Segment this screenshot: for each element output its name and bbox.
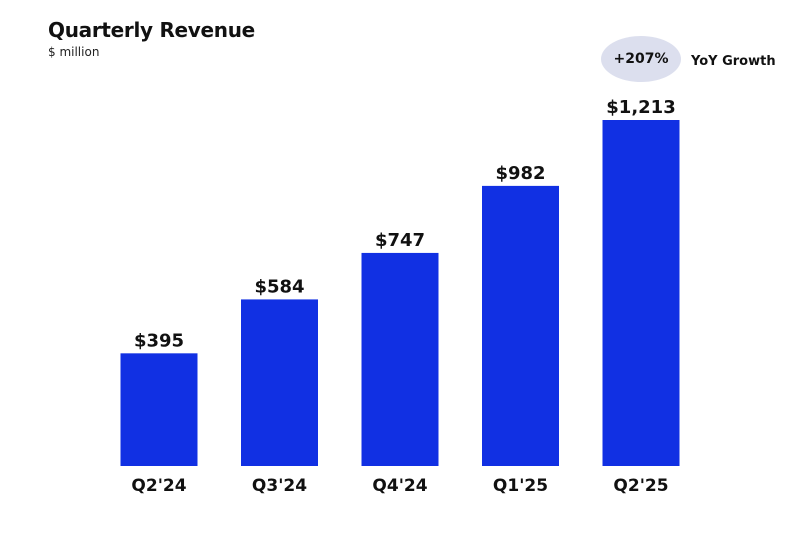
x-tick-label-0: Q2'24 xyxy=(131,476,186,496)
bar-0 xyxy=(120,353,198,466)
x-tick-label-2: Q4'24 xyxy=(372,476,427,496)
chart-subtitle: $ million xyxy=(48,45,100,59)
data-label-0: $395 xyxy=(134,330,184,351)
yoy-growth-label: YoY Growth xyxy=(691,54,776,69)
data-label-3: $982 xyxy=(495,163,545,184)
x-tick-label-1: Q3'24 xyxy=(252,476,307,496)
x-tick-label-4: Q2'25 xyxy=(613,476,668,496)
data-label-1: $584 xyxy=(254,276,304,297)
yoy-growth-value: +207% xyxy=(613,51,669,67)
data-label-2: $747 xyxy=(375,230,425,251)
data-label-4: $1,213 xyxy=(606,97,675,118)
x-tick-label-3: Q1'25 xyxy=(493,476,548,496)
bar-1 xyxy=(241,299,318,466)
bar-3 xyxy=(482,185,559,466)
yoy-growth-badge: +207% xyxy=(601,36,681,82)
bar-2 xyxy=(361,252,439,466)
bar-4 xyxy=(602,120,680,466)
chart-title: Quarterly Revenue xyxy=(48,18,255,42)
